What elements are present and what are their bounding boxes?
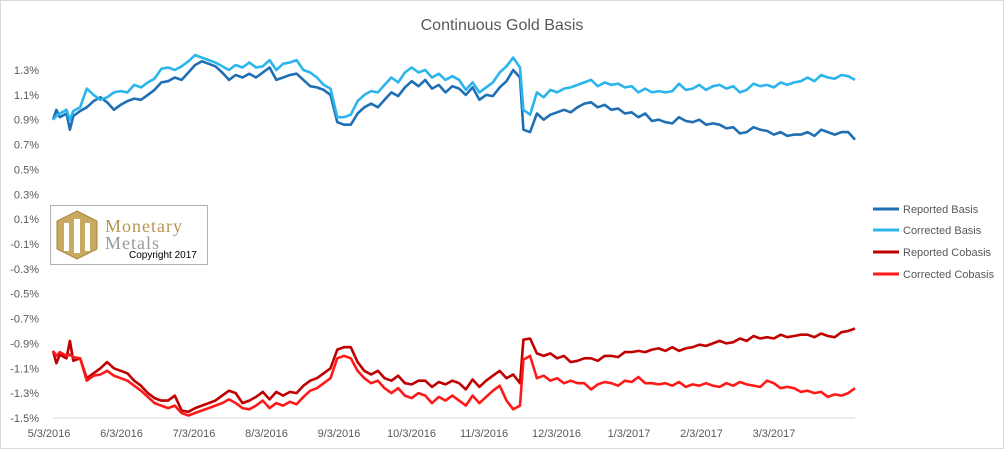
y-tick-label: 0.5%: [14, 164, 39, 176]
x-tick-label: 8/3/2016: [245, 428, 288, 440]
y-tick-label: -0.5%: [10, 289, 39, 301]
watermark-line1: Monetary: [105, 216, 183, 236]
watermark-copyright: Copyright 2017: [129, 250, 197, 261]
chart-title: Continuous Gold Basis: [421, 17, 584, 34]
series-line-reported-basis: [51, 59, 856, 141]
y-tick-label: -0.7%: [10, 314, 39, 326]
y-tick-label: -1.5%: [10, 413, 39, 425]
series-line-corrected-basis: [52, 53, 856, 121]
y-tick-label: -0.1%: [10, 239, 39, 251]
legend-label: Reported Cobasis: [903, 247, 992, 259]
series-layer: [51, 53, 856, 417]
y-tick-label: 0.9%: [14, 115, 39, 127]
x-tick-label: 6/3/2016: [100, 428, 143, 440]
y-tick-label: -0.3%: [10, 264, 39, 276]
x-tick-label: 3/3/2017: [753, 428, 796, 440]
watermark-logo: Monetary Metals Copyright 2017: [50, 205, 208, 265]
x-tick-label: 5/3/2016: [28, 428, 71, 440]
x-tick-label: 2/3/2017: [680, 428, 723, 440]
y-tick-label: 1.1%: [14, 90, 39, 102]
x-tick-label: 10/3/2016: [387, 428, 436, 440]
x-tick-label: 7/3/2016: [173, 428, 216, 440]
x-tick-label: 9/3/2016: [318, 428, 361, 440]
x-tick-label: 12/3/2016: [532, 428, 581, 440]
watermark-line2: Metals: [105, 233, 160, 253]
legend: Reported Basis Corrected Basis Reported Co…: [873, 204, 995, 281]
x-tick-label: 11/3/2016: [460, 428, 508, 440]
y-tick-label: 0.7%: [14, 140, 39, 152]
legend-label: Reported Basis: [903, 204, 979, 216]
series-line-reported-cobasis: [51, 327, 856, 414]
x-tick-label: 1/3/2017: [608, 428, 651, 440]
y-tick-label: -0.9%: [10, 338, 39, 350]
y-tick-label: -1.1%: [10, 363, 39, 375]
monetary-metals-logo-icon: [56, 210, 98, 260]
y-tick-label: -1.3%: [10, 388, 39, 400]
y-tick-label: 1.3%: [14, 65, 39, 77]
x-axis-ticks: 5/3/2016 6/3/2016 7/3/2016 8/3/2016 9/3/2016…: [28, 428, 796, 440]
series-line-corrected-cobasis: [51, 350, 856, 417]
y-tick-label: 0.1%: [14, 214, 39, 226]
y-tick-label: 0.3%: [14, 189, 39, 201]
y-axis-ticks: 1.3% 1.1% 0.9% 0.7% 0.5% 0.3% 0.1% -0.1% -0.3% -0…: [10, 65, 39, 425]
legend-label: Corrected Cobasis: [903, 269, 995, 281]
legend-label: Corrected Basis: [903, 225, 982, 237]
